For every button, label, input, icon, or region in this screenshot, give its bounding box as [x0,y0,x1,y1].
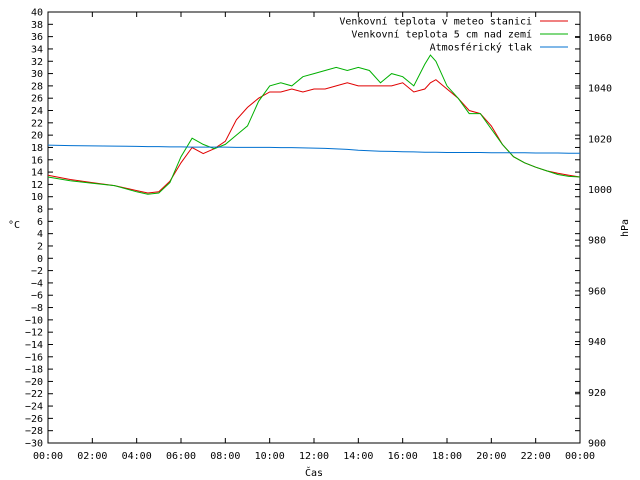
x-tick-label: 12:00 [299,451,329,462]
y-tick-label: −26 [25,414,43,425]
legend-label-3: Atmosférický tlak [430,42,532,54]
x-axis-label: Čas [305,466,323,479]
series-lines [47,54,581,195]
y-tick-label: 2 [37,241,43,252]
series-line-1 [47,79,581,194]
x-tick-label: 02:00 [77,451,107,462]
x-tick-label: 08:00 [210,451,240,462]
y-tick-label: 36 [31,32,43,43]
x-tick-label: 00:00 [565,451,595,462]
y-axis: −30−28−26−24−22−20−18−16−14−12−10−8−6−4−… [25,8,580,450]
x-tick-label: 06:00 [166,451,196,462]
y-tick-label: 24 [31,106,43,117]
y-tick-label: −4 [31,278,43,289]
y-tick-label: −28 [25,426,43,437]
y-tick-label: 28 [31,81,43,92]
y2-tick-label: 980 [588,236,606,247]
y2-tick-label: 1040 [588,84,612,95]
y-tick-label: 10 [31,192,43,203]
x-tick-label: 16:00 [388,451,418,462]
y-tick-label: 22 [31,118,43,129]
y-tick-label: −18 [25,365,43,376]
y-tick-label: −20 [25,377,43,388]
y-tick-label: 20 [31,131,43,142]
y-tick-label: −14 [25,340,43,351]
x-axis: 00:00 02:00 04:00 06:00 08:00 10:00 12:00 14:00… [33,12,595,462]
x-tick-label: 18:00 [432,451,462,462]
y-tick-label: 14 [31,168,43,179]
y-tick-label: 0 [37,254,43,265]
y-tick-label: 40 [31,8,43,19]
y-tick-label: 16 [31,155,43,166]
y-tick-label: 30 [31,69,43,80]
y-tick-label: −6 [31,291,43,302]
y-tick-label: 18 [31,143,43,154]
y2-tick-label: 900 [588,439,606,450]
y2-tick-label: 940 [588,337,606,348]
y-tick-label: −12 [25,328,43,339]
y2-tick-label: 920 [588,388,606,399]
y-tick-label: −2 [31,266,43,277]
y2-tick-label: 1000 [588,185,612,196]
x-tick-label: 20:00 [476,451,506,462]
x-tick-label: 14:00 [343,451,373,462]
y-tick-label: 38 [31,20,43,31]
y-tick-label: 26 [31,94,43,105]
y-tick-label: 6 [37,217,43,228]
series-line-2 [47,54,581,195]
y2-tick-label: 1060 [588,33,612,44]
y-tick-label: 32 [31,57,43,68]
legend-label-2: Venkovní teplota 5 cm nad zemí [351,29,532,41]
x-tick-label: 00:00 [33,451,63,462]
y2-tick-label: 1020 [588,134,612,145]
legend: Venkovní teplota v meteo staniciVenkovní… [339,16,568,54]
y-tick-label: −16 [25,352,43,363]
x-tick-label: 10:00 [255,451,285,462]
y-tick-label: 8 [37,205,43,216]
legend-label-1: Venkovní teplota v meteo stanici [339,16,532,28]
y-tick-label: −24 [25,402,43,413]
y-tick-label: 12 [31,180,43,191]
y-tick-label: −22 [25,389,43,400]
y2-axis-label: hPa [620,219,631,237]
y2-axis: 900 920 940 960 980 1000 1020 1040 1060 [575,33,612,450]
y-tick-label: 4 [37,229,43,240]
x-tick-label: 04:00 [122,451,152,462]
x-tick-label: 22:00 [521,451,551,462]
y2-tick-label: 960 [588,286,606,297]
series-line-3 [47,144,580,154]
y-tick-label: −30 [25,439,43,450]
y-axis-label: °C [8,220,20,231]
y-tick-label: −8 [31,303,43,314]
y-tick-label: −10 [25,315,43,326]
plot-area [47,11,581,444]
y-tick-label: 34 [31,44,43,55]
